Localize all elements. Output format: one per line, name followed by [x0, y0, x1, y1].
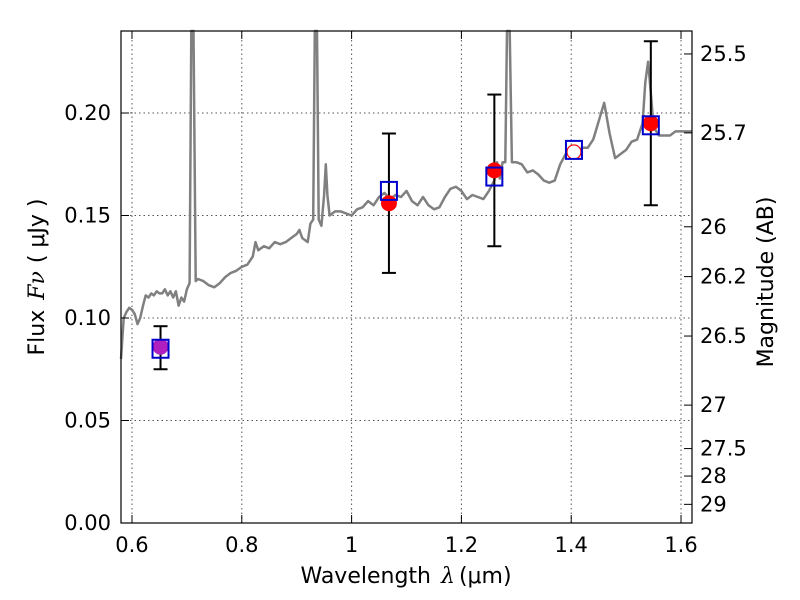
y-axis-label-units: ( μJy )	[25, 198, 50, 263]
y2-tick-label: 27	[700, 393, 727, 417]
model-photometry-square	[379, 180, 398, 201]
y2-tick-label: 29	[700, 492, 727, 516]
x-axis-label-symbol: λ	[440, 564, 455, 589]
x-tick-label: 0.6	[115, 533, 148, 557]
y2-tick-label: 25.7	[700, 121, 747, 145]
x-axis-label: Wavelength λ (μm)	[300, 564, 511, 589]
y-tick-label: 0.15	[64, 204, 111, 228]
model-photometry-square	[564, 139, 583, 160]
y-axis-label: Flux Fν ( μJy )	[25, 198, 50, 355]
plot-background	[121, 31, 692, 523]
x-tick-label: 0.8	[225, 533, 258, 557]
observed-flux-point-open	[566, 144, 582, 160]
y2-tick-label: 26.2	[700, 265, 747, 289]
x-tick-label: 1	[345, 533, 358, 557]
y-tick-label: 0.05	[64, 409, 111, 433]
observed-flux-point	[152, 338, 169, 355]
y-axis-label-prefix: Flux	[25, 310, 50, 356]
y2-tick-label: 27.5	[700, 437, 747, 461]
y-tick-label: 0.20	[64, 101, 111, 125]
y2-tick-label: 25.5	[700, 42, 747, 66]
model-photometry-square	[485, 166, 504, 187]
y-axis-label-symbol: Fν	[25, 271, 50, 301]
ticks-layer: 0.6 0.8 1 1.2 1.4 1.6 0.00 0.05 0.10 0.15 0.20 25.5…	[64, 31, 747, 557]
observed-flux-point	[486, 162, 503, 179]
markers-layer	[151, 40, 660, 371]
y-tick-label: 0.00	[64, 511, 111, 535]
x-tick-label: 1.6	[664, 533, 697, 557]
y2-tick-label: 28	[700, 464, 727, 488]
x-axis-label-prefix: Wavelength	[300, 564, 431, 589]
y-tick-label: 0.10	[64, 306, 111, 330]
observed-flux-point	[642, 115, 659, 132]
model-photometry-square	[641, 115, 660, 136]
x-tick-label: 1.2	[445, 533, 478, 557]
y2-tick-label: 26.5	[700, 324, 747, 348]
model-photometry-square	[151, 338, 170, 359]
x-tick-label: 1.4	[555, 533, 588, 557]
y2-axis-label: Magnitude (AB)	[754, 197, 779, 368]
observed-flux-point	[380, 195, 397, 212]
x-axis-label-units: (μm)	[459, 564, 512, 589]
y2-tick-label: 26	[700, 215, 727, 239]
